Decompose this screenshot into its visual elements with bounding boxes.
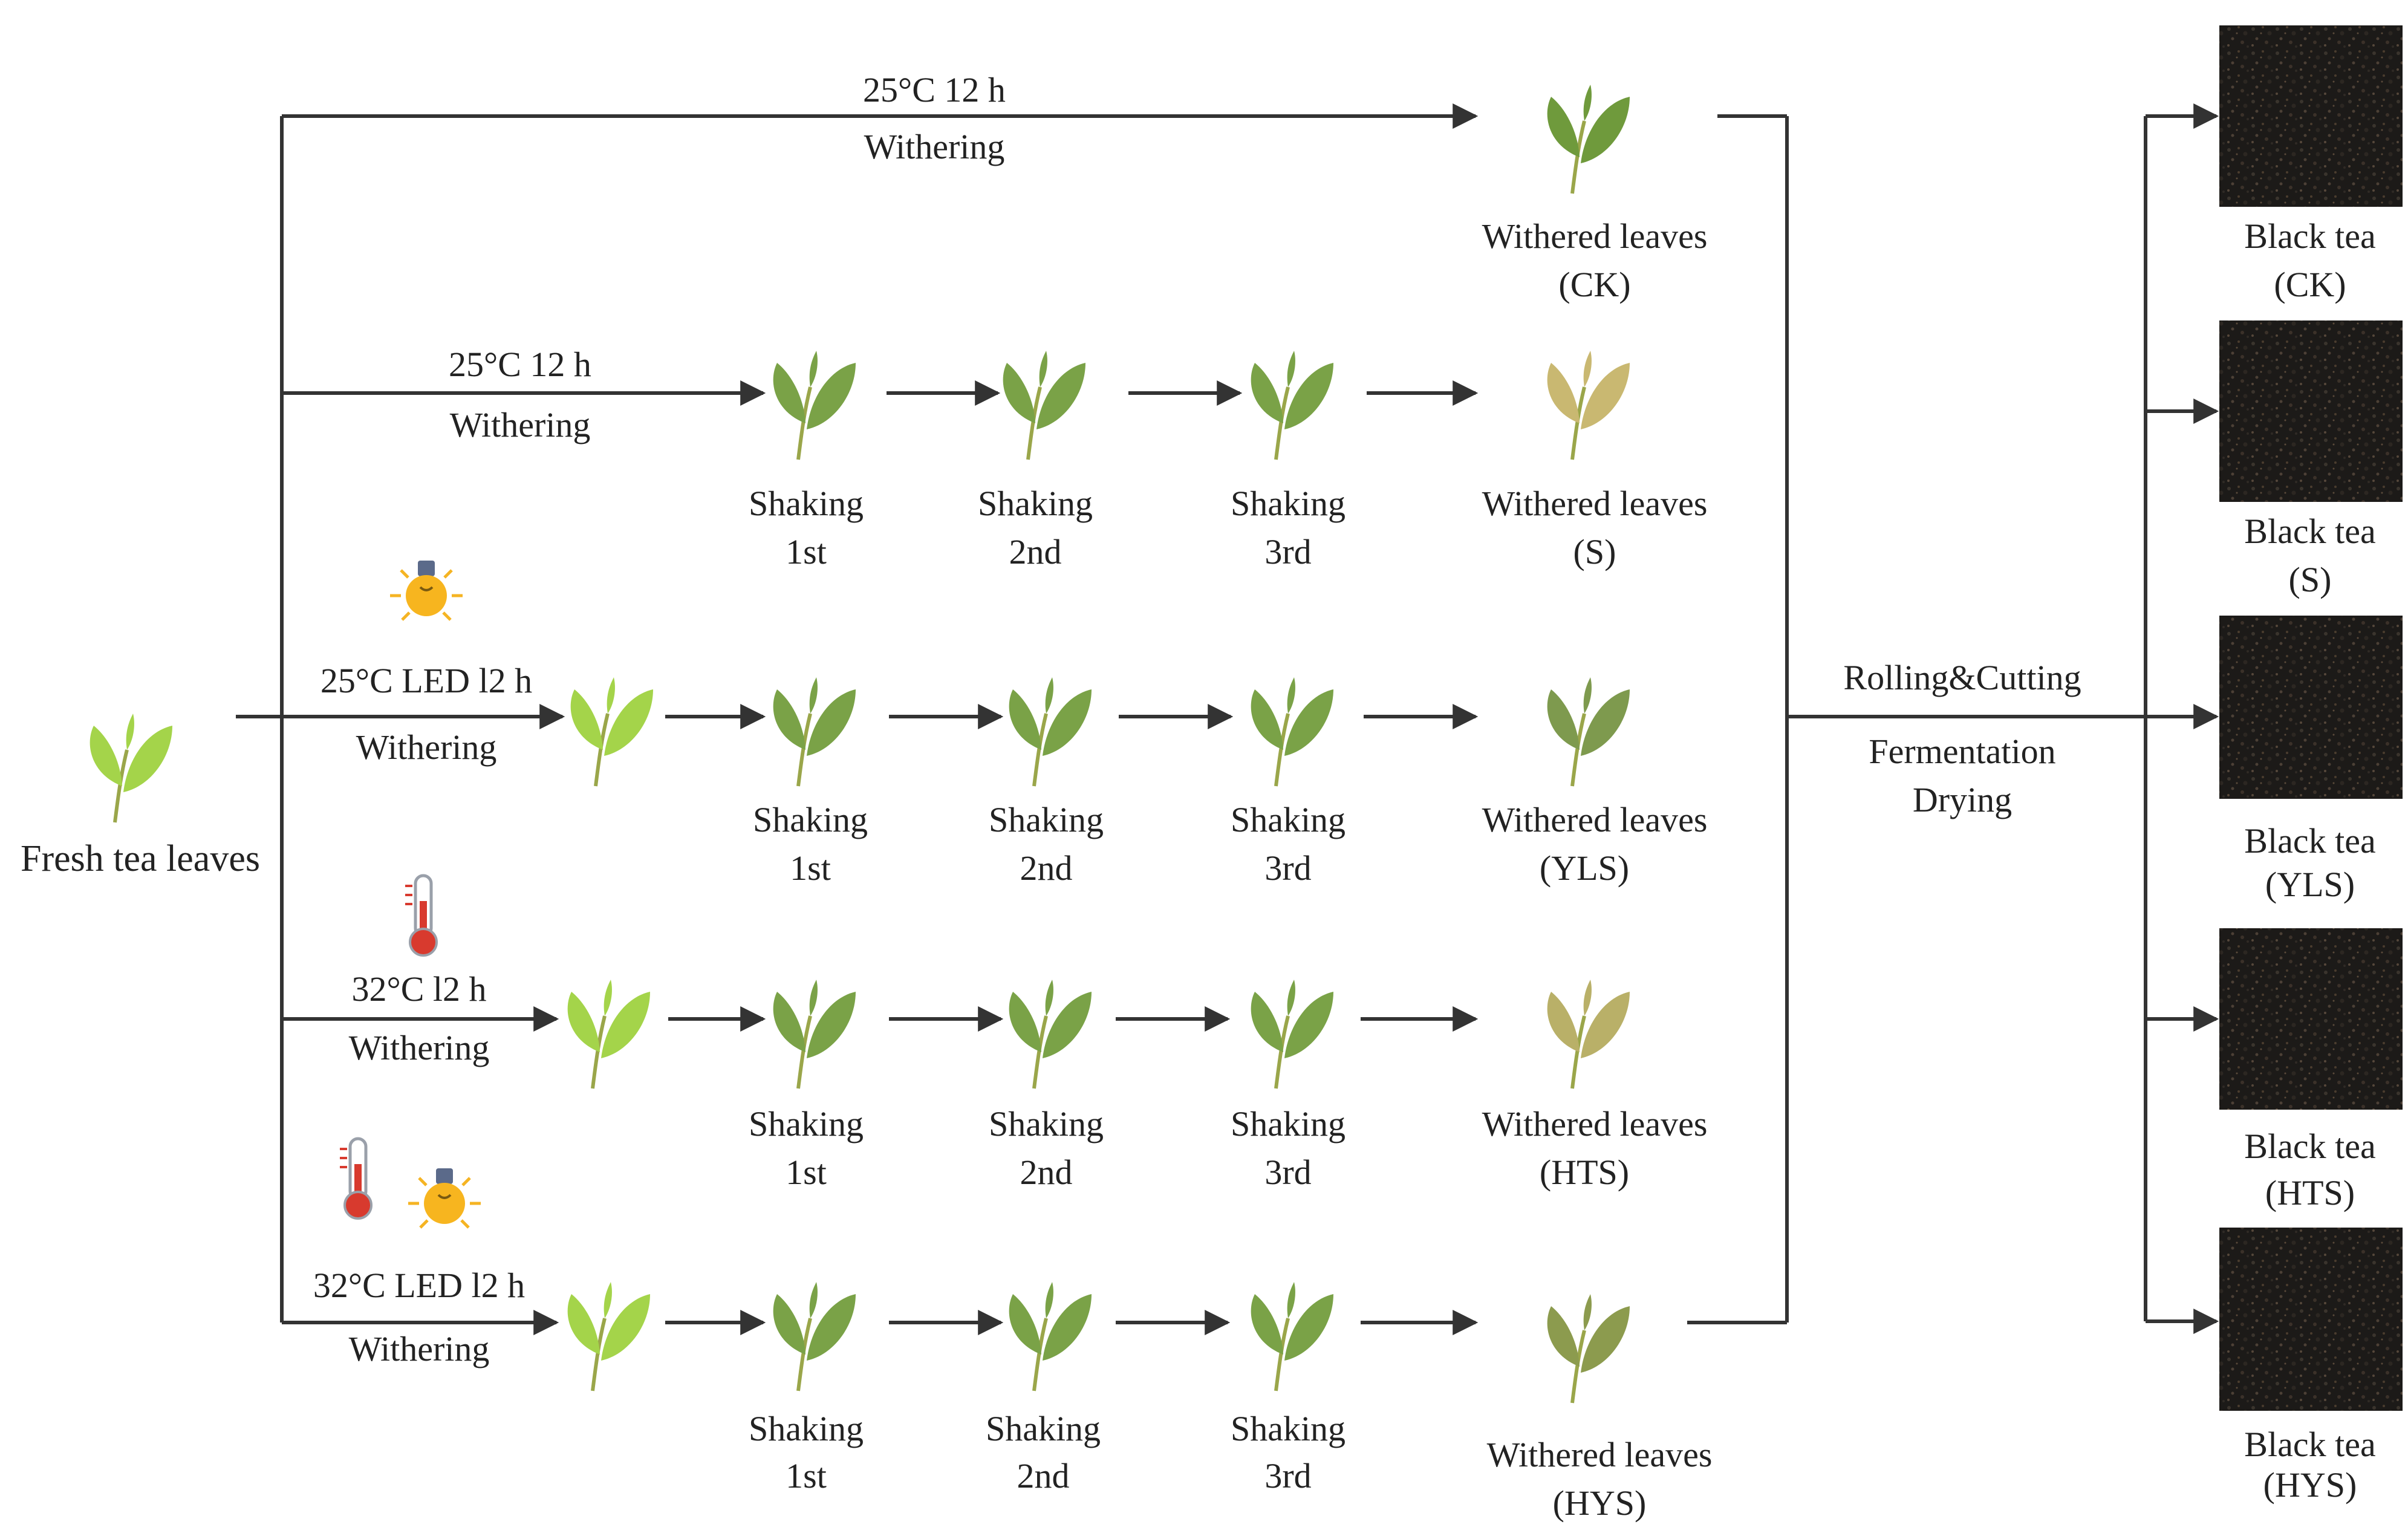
- post-step-fermentation: Fermentation: [1869, 732, 2055, 771]
- row-s-withered-image: [1547, 351, 1630, 460]
- merge-connector: [1687, 114, 2219, 1324]
- row-s-withered-title: Withered leaves: [1482, 484, 1708, 523]
- row-s-shaking-2-order: 2nd: [1009, 532, 1062, 571]
- black-tea-ck-image: [2219, 25, 2403, 207]
- light-bulb-icon: [390, 561, 463, 620]
- row-ck-withered-code: (CK): [1558, 265, 1630, 304]
- row-yls-shaking-2-order: 2nd: [1020, 848, 1073, 888]
- thermometer-icon: [340, 1139, 371, 1219]
- black-tea-s-image: [2219, 320, 2403, 502]
- row-hts-shaking-3-order: 3rd: [1264, 1153, 1311, 1192]
- black-tea-hys: Black tea (HYS): [2219, 1228, 2403, 1505]
- row-hys-process: Withering: [349, 1329, 490, 1368]
- row-s-withered-code: (S): [1573, 532, 1616, 571]
- row-s-process: Withering: [450, 405, 591, 444]
- row-s-shaking-3-order: 3rd: [1264, 532, 1311, 571]
- row-hys-shaking-3-order: 3rd: [1264, 1456, 1311, 1495]
- row-yls: 25°C LED l2 h Withering Shaking 1st Shak…: [282, 561, 1707, 888]
- black-tea-hys-image: [2219, 1228, 2403, 1411]
- row-yls-shaking-1-title: Shaking: [753, 800, 868, 839]
- row-s: 25°C 12 h Withering Shaking 1st Shaking …: [282, 345, 1707, 571]
- thermometer-icon: [405, 876, 437, 955]
- row-s-condition: 25°C 12 h: [449, 345, 591, 384]
- black-tea-hts-code: (HTS): [2265, 1173, 2355, 1212]
- row-yls-withered-image: [1547, 677, 1630, 786]
- row-hts-shaking-2-title: Shaking: [989, 1104, 1104, 1144]
- black-tea-yls-code: (YLS): [2265, 865, 2355, 904]
- row-hts-process: Withering: [349, 1028, 490, 1067]
- row-yls-withered-code: (YLS): [1540, 848, 1629, 888]
- black-tea-hts-image: [2219, 928, 2403, 1110]
- row-yls-shaking-3-order: 3rd: [1264, 848, 1311, 888]
- row-hys-withered-image: [1547, 1294, 1630, 1403]
- black-tea-hys-code: (HYS): [2263, 1465, 2357, 1505]
- row-s-shaking-2-title: Shaking: [978, 484, 1093, 523]
- row-hts-shaking-3-title: Shaking: [1231, 1104, 1346, 1144]
- row-s-shaking-1-order: 1st: [786, 532, 827, 571]
- row-yls-shaking-1-order: 1st: [790, 848, 831, 888]
- black-tea-hys-title: Black tea: [2244, 1425, 2375, 1464]
- fresh-tea-leaves-image: [90, 714, 172, 822]
- row-hys-withered-code: (HYS): [1553, 1483, 1647, 1523]
- row-yls-condition: 25°C LED l2 h: [321, 661, 532, 700]
- black-tea-ck-code: (CK): [2274, 265, 2346, 304]
- black-tea-ck: Black tea (CK): [2219, 25, 2403, 304]
- row-hts-shaking-1-order: 1st: [786, 1153, 827, 1192]
- black-tea-hts: Black tea (HTS): [2219, 928, 2403, 1212]
- black-tea-hts-title: Black tea: [2244, 1127, 2375, 1166]
- row-ck: 25°C 12 h Withering Withered leaves (CK): [282, 70, 1707, 304]
- black-tea-s-code: (S): [2289, 560, 2332, 599]
- row-yls-shaking-3-title: Shaking: [1231, 800, 1346, 839]
- row-ck-withered-title: Withered leaves: [1482, 216, 1708, 256]
- black-tea-yls-image: [2219, 616, 2403, 799]
- light-bulb-icon: [408, 1168, 481, 1228]
- row-hys-shaking-2-order: 2nd: [1017, 1456, 1070, 1495]
- row-hys-condition: 32°C LED l2 h: [313, 1266, 525, 1305]
- row-hts-shaking-1-title: Shaking: [749, 1104, 864, 1144]
- black-tea-ck-title: Black tea: [2244, 216, 2375, 256]
- row-yls-shaking-2-title: Shaking: [989, 800, 1104, 839]
- row-hys-shaking-2-title: Shaking: [986, 1409, 1101, 1448]
- row-yls-process: Withering: [356, 727, 497, 767]
- row-hys-withered-title: Withered leaves: [1487, 1435, 1713, 1474]
- row-hts-withered-title: Withered leaves: [1482, 1104, 1708, 1144]
- row-ck-process: Withering: [864, 127, 1005, 166]
- post-step-rolling-cutting: Rolling&Cutting: [1843, 658, 2081, 697]
- black-tea-yls-title: Black tea: [2244, 821, 2375, 861]
- black-tea-s: Black tea (S): [2219, 320, 2403, 599]
- row-hys-shaking-3-title: Shaking: [1231, 1409, 1346, 1448]
- row-hts-withered-code: (HTS): [1540, 1153, 1629, 1192]
- row-s-shaking-3-title: Shaking: [1231, 484, 1346, 523]
- row-hts-condition: 32°C l2 h: [352, 969, 487, 1009]
- row-hys-shaking-1-order: 1st: [786, 1456, 827, 1495]
- row-hts-shaking-2-order: 2nd: [1020, 1153, 1073, 1192]
- row-hys: 32°C LED l2 h Withering Shaking 1st Shak…: [282, 1139, 1712, 1523]
- fresh-tea-leaves-label: Fresh tea leaves: [21, 838, 260, 879]
- row-ck-condition: 25°C 12 h: [863, 70, 1006, 109]
- black-tea-yls: Black tea (YLS): [2219, 616, 2403, 904]
- row-ck-withered-image: [1547, 85, 1630, 194]
- black-tea-s-title: Black tea: [2244, 512, 2375, 551]
- row-hts: 32°C l2 h Withering Shaking 1st Shaking …: [282, 876, 1707, 1192]
- row-hts-withered-image: [1547, 980, 1630, 1088]
- row-yls-withered-title: Withered leaves: [1482, 800, 1708, 839]
- post-step-drying: Drying: [1913, 780, 2012, 819]
- row-hys-shaking-1-title: Shaking: [749, 1409, 864, 1448]
- split-connector: [2144, 103, 2219, 1334]
- row-s-shaking-1-title: Shaking: [749, 484, 864, 523]
